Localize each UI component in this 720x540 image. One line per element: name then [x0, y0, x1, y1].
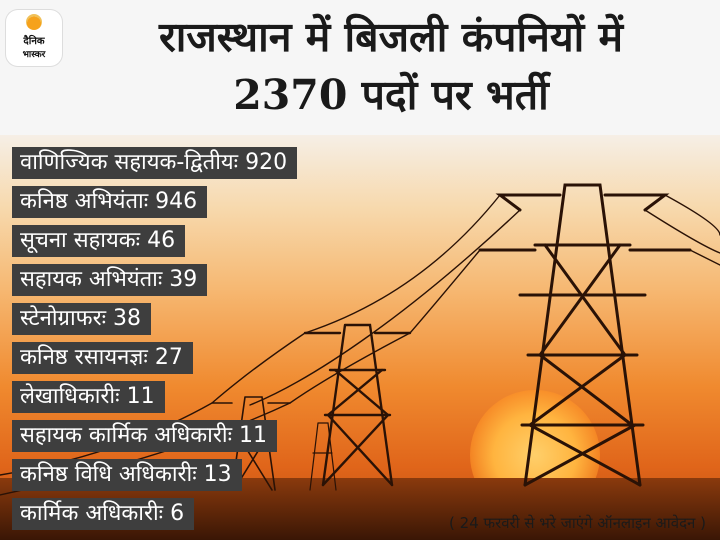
post-label: कनिष्ठ रसायनज्ञः 27 [12, 342, 193, 374]
post-label: सहायक कार्मिक अधिकारीः 11 [12, 420, 277, 452]
post-label: स्टेनोग्राफरः 38 [12, 303, 152, 335]
post-label: कार्मिक अधिकारीः 6 [12, 498, 195, 530]
sun-icon [26, 14, 42, 30]
post-label: लेखाधिकारीः 11 [12, 381, 165, 413]
headline: राजस्थान में बिजली कंपनियों में 2370 पदो… [72, 8, 710, 124]
headline-line2: 2370 पदों पर भर्ती [233, 71, 549, 119]
logo-text-line2: भास्कर [22, 50, 46, 60]
post-label: सहायक अभियंताः 39 [12, 264, 208, 296]
post-label: कनिष्ठ अभियंताः 946 [12, 186, 208, 218]
brand-logo: दैनिक भास्कर [6, 10, 62, 66]
transmission-tower-icon [303, 323, 412, 487]
header: दैनिक भास्कर राजस्थान में बिजली कंपनियों… [0, 0, 720, 135]
logo-text-line1: दैनिक [23, 36, 45, 47]
transmission-tower-icon [309, 422, 337, 491]
headline-line1: राजस्थान में बिजली कंपनियों में [158, 13, 624, 61]
post-label: कनिष्ठ विधि अधिकारीः 13 [12, 459, 242, 491]
transmission-tower-icon [478, 183, 692, 487]
post-label: वाणिज्यिक सहायक-द्वितीयः 920 [12, 147, 298, 179]
post-label: सूचना सहायकः 46 [12, 225, 186, 257]
footnote: ( 24 फरवरी से भरे जाएंगे ऑनलाइन आवेदन ) [449, 514, 706, 532]
